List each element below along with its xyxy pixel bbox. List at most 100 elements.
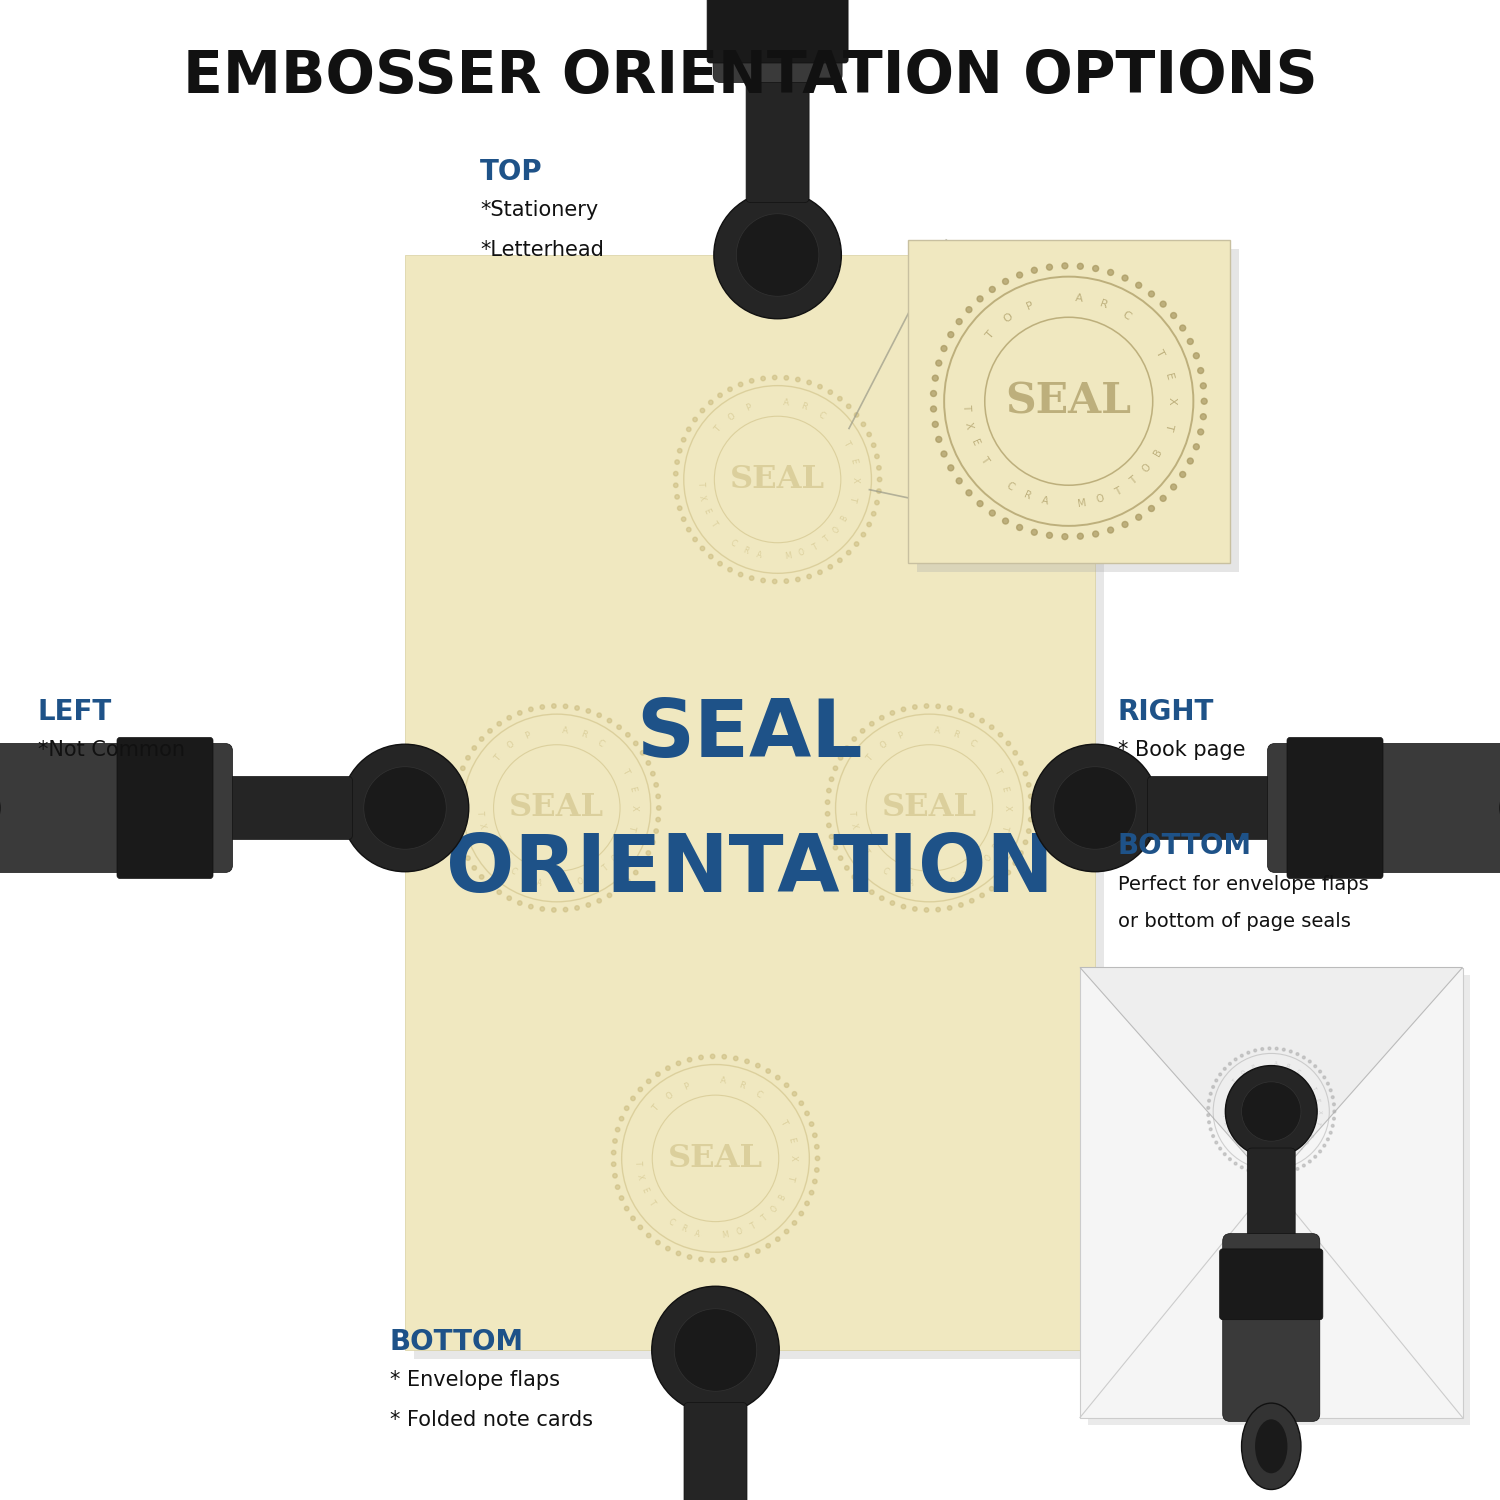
Circle shape (1220, 1072, 1221, 1076)
Text: T: T (633, 1160, 642, 1166)
Circle shape (612, 1173, 616, 1178)
Circle shape (738, 382, 742, 387)
Text: C: C (1242, 1148, 1246, 1154)
Circle shape (564, 704, 568, 708)
Circle shape (902, 904, 906, 909)
Circle shape (656, 1240, 660, 1245)
Circle shape (874, 454, 879, 459)
Circle shape (816, 1156, 819, 1161)
Circle shape (586, 708, 591, 712)
Text: T: T (488, 847, 498, 856)
Text: * Book page: * Book page (1118, 740, 1245, 759)
Circle shape (756, 1250, 760, 1254)
Ellipse shape (1242, 1402, 1300, 1490)
Circle shape (1208, 1100, 1210, 1102)
Circle shape (1149, 506, 1155, 512)
Text: B: B (777, 1192, 788, 1202)
Circle shape (930, 390, 936, 396)
Text: T: T (861, 847, 870, 856)
Text: C: C (596, 738, 604, 748)
Circle shape (1208, 1107, 1209, 1110)
Text: E: E (1224, 1128, 1230, 1134)
Circle shape (1200, 382, 1206, 388)
FancyBboxPatch shape (1080, 968, 1462, 1418)
Text: B: B (1152, 447, 1164, 458)
Circle shape (480, 736, 484, 741)
Text: B: B (840, 514, 850, 522)
Circle shape (1200, 414, 1206, 420)
Ellipse shape (1053, 766, 1137, 849)
Circle shape (507, 896, 512, 900)
Text: T: T (1228, 1136, 1234, 1142)
Ellipse shape (651, 1287, 780, 1413)
Circle shape (870, 722, 874, 726)
Circle shape (846, 404, 850, 408)
Text: R: R (894, 873, 902, 883)
Circle shape (1334, 1110, 1336, 1113)
Circle shape (956, 318, 962, 324)
Circle shape (480, 874, 484, 879)
Circle shape (472, 865, 477, 870)
Text: T: T (822, 536, 831, 544)
Text: SEAL: SEAL (1242, 1101, 1300, 1122)
Text: *Stationery: *Stationery (480, 200, 598, 219)
Circle shape (654, 783, 658, 788)
Text: O: O (798, 548, 806, 558)
Circle shape (772, 375, 777, 380)
Circle shape (879, 716, 884, 720)
Circle shape (1197, 368, 1203, 374)
Text: SEAL: SEAL (509, 792, 604, 824)
Circle shape (807, 380, 812, 384)
Circle shape (528, 904, 532, 909)
Circle shape (656, 794, 660, 798)
Circle shape (1092, 266, 1098, 272)
Circle shape (852, 874, 856, 879)
Text: BOTTOM: BOTTOM (390, 1328, 524, 1356)
Circle shape (784, 579, 789, 584)
Circle shape (1179, 326, 1185, 332)
Circle shape (687, 1256, 692, 1260)
Circle shape (699, 1054, 703, 1059)
Text: T: T (993, 766, 1004, 776)
Circle shape (453, 812, 458, 816)
Ellipse shape (1226, 1065, 1317, 1158)
Circle shape (930, 406, 936, 412)
Text: T: T (590, 871, 598, 880)
Circle shape (1318, 1150, 1322, 1154)
Circle shape (969, 712, 974, 717)
Circle shape (651, 771, 656, 776)
Text: T: T (1221, 1113, 1226, 1116)
Circle shape (718, 393, 723, 398)
Circle shape (1262, 1047, 1263, 1050)
Circle shape (1220, 1148, 1221, 1150)
Text: B: B (620, 843, 628, 850)
Circle shape (465, 856, 470, 861)
Circle shape (976, 296, 982, 302)
Text: T: T (1128, 476, 1138, 488)
Circle shape (837, 558, 842, 562)
Circle shape (1007, 870, 1011, 874)
Circle shape (746, 1059, 750, 1064)
Text: M: M (1275, 1156, 1280, 1162)
Circle shape (1136, 282, 1142, 288)
Circle shape (837, 396, 842, 400)
Circle shape (1026, 783, 1030, 788)
Text: R: R (951, 730, 960, 741)
Circle shape (693, 537, 698, 542)
Circle shape (956, 478, 962, 484)
Text: C: C (968, 738, 978, 748)
FancyBboxPatch shape (1287, 738, 1383, 879)
Circle shape (608, 892, 612, 897)
Circle shape (624, 1206, 628, 1210)
Circle shape (640, 861, 645, 865)
Circle shape (1332, 1102, 1335, 1106)
Circle shape (855, 542, 859, 546)
FancyBboxPatch shape (908, 240, 1230, 562)
Circle shape (852, 736, 856, 741)
Text: X: X (630, 806, 639, 812)
Circle shape (700, 408, 705, 413)
Text: B: B (1310, 1132, 1316, 1138)
FancyBboxPatch shape (916, 249, 1239, 572)
Circle shape (678, 506, 682, 510)
Text: B: B (992, 843, 1002, 850)
